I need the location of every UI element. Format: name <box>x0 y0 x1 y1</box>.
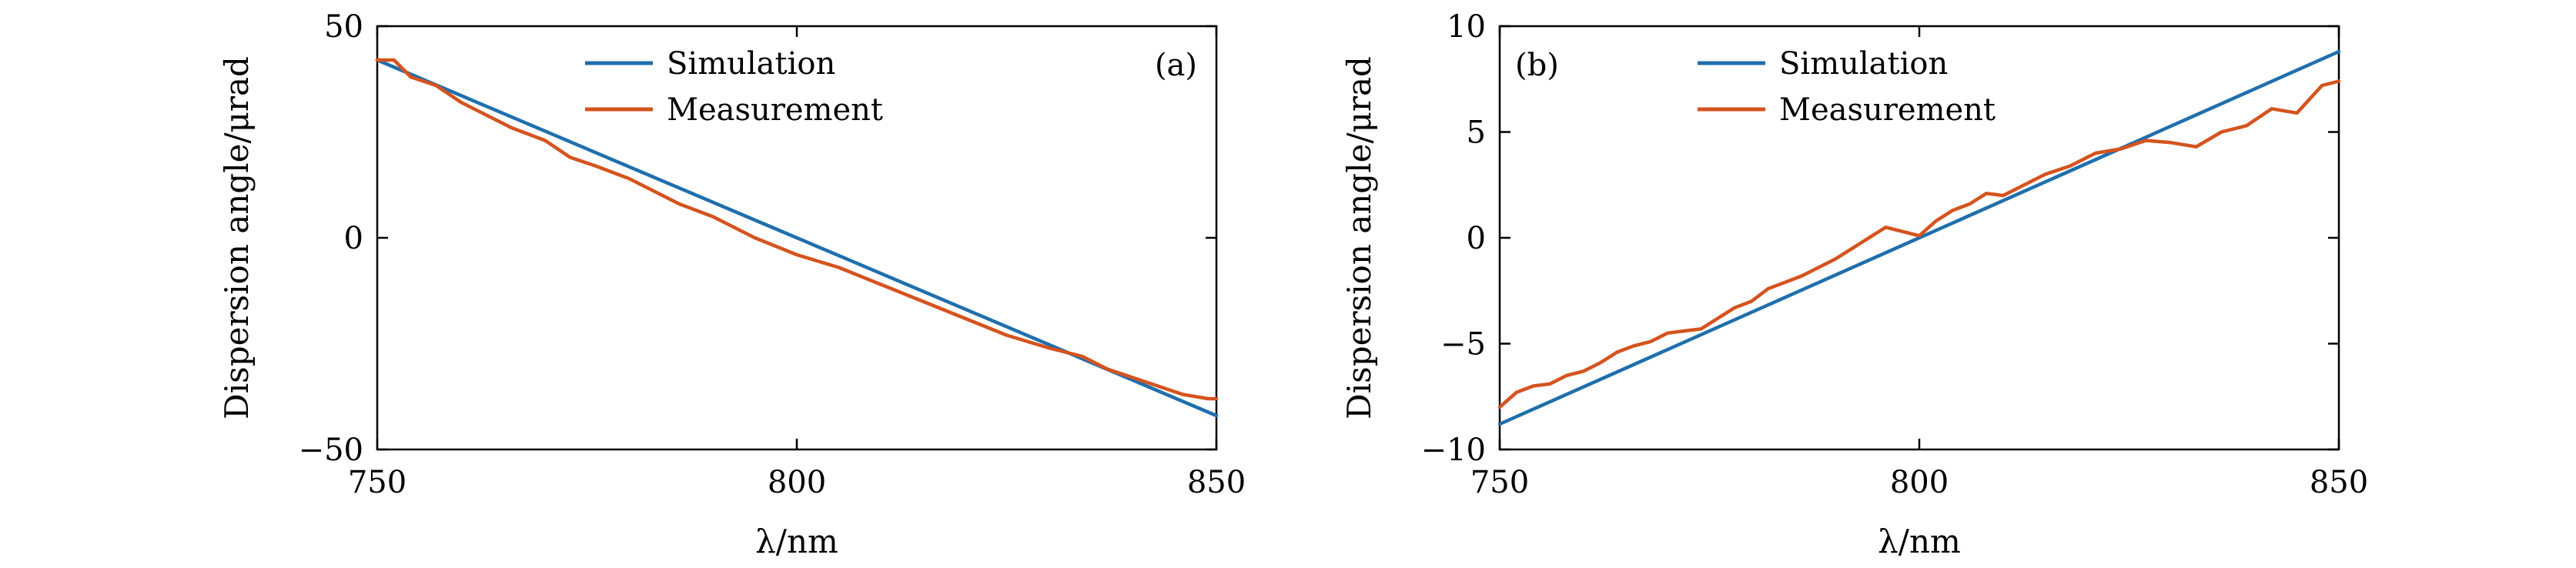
legend-label-simulation-a: Simulation <box>667 46 835 82</box>
series-line-simulation-b <box>1497 49 2341 426</box>
y-tick-label-b: 10 <box>1447 9 1486 45</box>
x-tick-label-b: 850 <box>2310 465 2368 500</box>
y-axis-label-a: Dispersion angle/μrad <box>218 56 256 419</box>
x-axis-label-b: λ/nm <box>1878 523 1961 560</box>
ticks-b: 750 800 850 −10 −5 0 5 10 <box>1421 9 2369 500</box>
y-axis-label-b: Dispersion angle/μrad <box>1340 56 1378 419</box>
series-line-measurement-a <box>375 58 1219 401</box>
x-tick-label-a: 750 <box>348 465 406 500</box>
series-line-measurement-b <box>1497 79 2341 409</box>
legend-b: Simulation Measurement <box>1698 46 1996 128</box>
panel-label-b: (b) <box>1515 48 1559 83</box>
panel-label-a: (a) <box>1155 48 1197 83</box>
legend-label-measurement-a: Measurement <box>667 92 883 128</box>
y-tick-label-b: 0 <box>1467 221 1486 256</box>
x-axis-label-a: λ/nm <box>755 523 838 560</box>
x-tick-label-a: 800 <box>768 465 826 500</box>
y-tick-label-a: 50 <box>324 9 363 45</box>
legend-label-simulation-b: Simulation <box>1779 46 1948 82</box>
x-tick-label-a: 850 <box>1187 465 1246 500</box>
x-tick-label-b: 800 <box>1890 465 1949 500</box>
y-tick-label-b: 5 <box>1467 115 1486 151</box>
panel-a: 750 800 850 −50 0 50 (a) Simulation Measureme… <box>218 9 1246 560</box>
y-tick-label-b: −5 <box>1440 327 1486 363</box>
legend-a: Simulation Measurement <box>585 46 883 128</box>
y-tick-label-a: −50 <box>299 433 363 468</box>
x-tick-label-b: 750 <box>1470 465 1529 500</box>
lines-b <box>1497 49 2341 426</box>
legend-label-measurement-b: Measurement <box>1779 92 1996 128</box>
ticks-a: 750 800 850 −50 0 50 <box>299 9 1246 500</box>
y-tick-label-b: −10 <box>1421 433 1486 468</box>
lines-a <box>375 58 1219 418</box>
panel-b: 750 800 850 −10 −5 0 5 10 (b) Simulation Measur… <box>1340 9 2368 560</box>
y-tick-label-a: 0 <box>344 221 363 256</box>
